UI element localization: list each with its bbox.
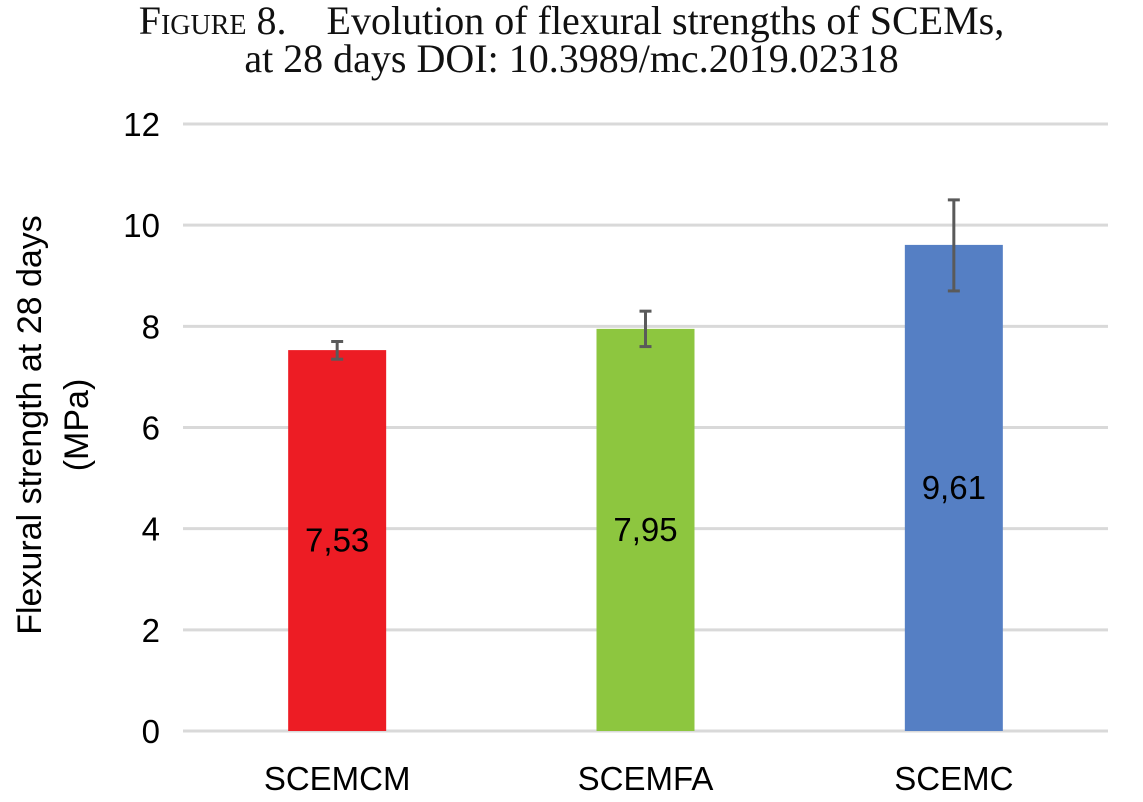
data-labels: 7,53 7,95 9,61: [305, 469, 986, 559]
error-bars: [331, 198, 960, 361]
y-axis-title: Flexural strength at 28 days (MPa): [11, 215, 96, 635]
x-axis-ticks: SCEMCM SCEMFA SCEMC: [264, 760, 1014, 797]
data-label-scemc: 9,61: [922, 469, 986, 506]
bar-scemc: [904, 244, 1003, 731]
y-tick-label: 2: [142, 612, 160, 649]
y-tick-label: 6: [142, 410, 160, 447]
figure-caption: Figure 8. Evolution of flexural strength…: [0, 0, 1143, 81]
x-tick-label: SCEMC: [894, 760, 1013, 797]
y-axis-title-text: Flexural strength at 28 days (MPa): [11, 215, 96, 635]
caption-title: Evolution of flexural strengths of SCEMs…: [326, 0, 1005, 43]
error-bar-scemfa: [639, 309, 652, 349]
data-label-scemfa: 7,95: [613, 511, 677, 548]
x-tick-label: SCEMCM: [264, 760, 411, 797]
error-bar-scemc: [947, 198, 960, 293]
x-tick-label: SCEMFA: [578, 760, 714, 797]
y-axis-ticks: 0 2 4 6 8 10 12: [123, 106, 160, 750]
bar-scemfa: [596, 328, 695, 731]
y-axis-title-line: (MPa): [58, 379, 96, 472]
bars: [288, 244, 1003, 731]
y-axis-title-line: Flexural strength at 28 days: [11, 215, 49, 635]
caption-line-2: at 28 days DOI: 10.3989/mc.2019.02318: [244, 36, 899, 81]
y-tick-label: 0: [142, 713, 160, 750]
y-tick-label: 4: [142, 511, 160, 548]
y-tick-label: 12: [123, 106, 160, 143]
y-tick-label: 8: [142, 308, 160, 345]
caption-figure-number: Figure 8.: [138, 0, 287, 43]
caption-line-1: Figure 8. Evolution of flexural strength…: [0, 0, 1143, 43]
y-tick-label: 10: [123, 207, 160, 244]
error-bar-scemcm: [331, 340, 344, 361]
data-label-scemcm: 7,53: [305, 522, 369, 559]
bar-scemcm: [288, 350, 387, 731]
